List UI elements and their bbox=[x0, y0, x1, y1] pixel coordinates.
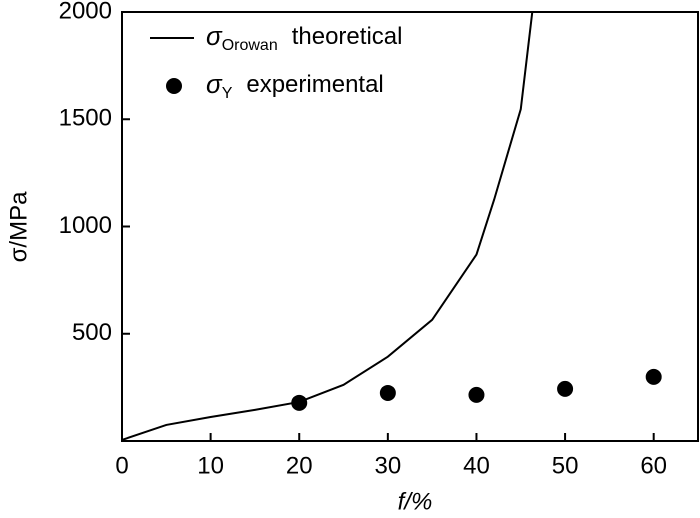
legend-marker bbox=[166, 78, 182, 94]
x-tick-label: 30 bbox=[374, 452, 401, 479]
point bbox=[645, 368, 662, 385]
x-tick-label: 50 bbox=[552, 452, 579, 479]
point bbox=[468, 386, 485, 403]
line bbox=[122, 12, 534, 441]
x-tick-label: 0 bbox=[115, 452, 128, 479]
x-tick-label: 40 bbox=[463, 452, 490, 479]
x-tick-label: 60 bbox=[640, 452, 667, 479]
point bbox=[557, 380, 574, 397]
point bbox=[379, 384, 396, 401]
y-tick-label: 2000 bbox=[59, 0, 112, 24]
legend-subscript: Y bbox=[222, 85, 233, 102]
x-tick-label: 20 bbox=[286, 452, 313, 479]
y-tick-label: 1500 bbox=[59, 105, 112, 132]
legend-label: σOrowan theoretical bbox=[206, 21, 402, 54]
y-tick-label: 1000 bbox=[59, 212, 112, 239]
legend-symbol: σ bbox=[206, 21, 223, 51]
x-axis-label: f/% bbox=[398, 488, 433, 515]
y-tick-label: 500 bbox=[72, 319, 112, 346]
x-tick-label: 10 bbox=[197, 452, 224, 479]
legend-label: σY experimental bbox=[206, 69, 384, 102]
legend-subscript: Orowan bbox=[222, 37, 278, 54]
legend-text: experimental bbox=[246, 71, 383, 98]
legend-symbol: σ bbox=[206, 69, 223, 99]
y-axis-label: σ/MPa bbox=[5, 191, 32, 262]
point bbox=[291, 394, 308, 411]
legend-text: theoretical bbox=[292, 23, 403, 50]
plot-frame bbox=[121, 11, 699, 442]
